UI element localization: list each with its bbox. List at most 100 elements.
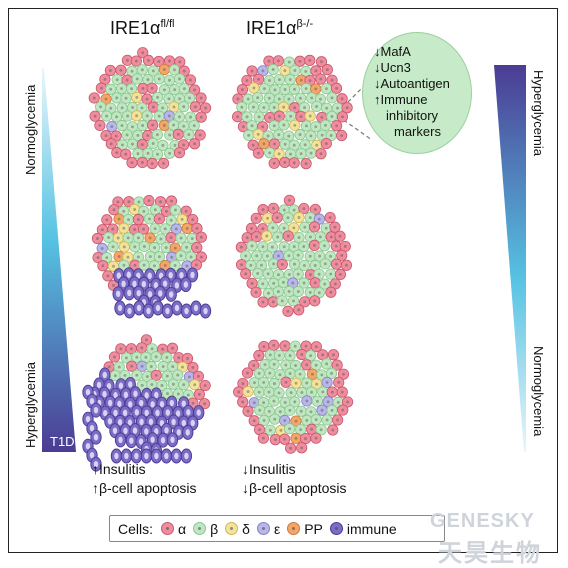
immune-cell-nucleus [147,272,152,279]
beta-cell-nucleus [256,96,260,100]
alpha-cell-nucleus [324,142,328,146]
beta-cell-nucleus [270,245,274,249]
beta-cell-nucleus [297,236,301,240]
immune-cell-nucleus [124,452,129,460]
beta-cell [263,405,275,418]
alpha-cell-nucleus [271,206,275,210]
beta-cell-nucleus [190,237,194,240]
beta-cell-nucleus [324,123,327,127]
immune-cell-nucleus [144,428,149,435]
immune-cell-nucleus [113,392,118,399]
beta-cell [105,83,117,95]
delta-cell-nucleus [297,216,301,219]
beta-cell-nucleus [136,152,140,156]
alpha-cell [157,157,170,169]
beta-cell-nucleus [287,60,291,64]
beta-cell [120,92,132,104]
alpha-cell [198,398,211,410]
beta-cell [141,110,153,122]
alpha-cell-nucleus [127,200,131,204]
delta-cell-nucleus [135,114,139,118]
alpha-cell-nucleus [119,68,123,72]
beta-cell-nucleus [182,124,186,128]
pp-cell-nucleus [117,254,121,258]
alpha-cell-nucleus [147,58,150,62]
beta-cell [157,139,169,151]
beta-cell-nucleus [164,246,168,250]
alpha-cell-nucleus [334,262,338,266]
beta-cell-nucleus [150,347,154,351]
alpha-cell [282,230,294,242]
beta-cell [273,387,285,399]
delta-cell-nucleus [293,123,297,127]
beta-cell-nucleus [177,115,181,119]
beta-cell [178,100,190,113]
alpha-cell-nucleus [93,114,97,118]
beta-cell [267,63,279,76]
beta-cell-nucleus [151,142,155,145]
pp-cell-nucleus [310,372,314,376]
immune-cell-nucleus [141,280,147,288]
immune-cell-nucleus [93,407,99,414]
legend-item-alpha: α [161,521,186,537]
delta-cell-nucleus [193,383,197,387]
beta-cell-nucleus [122,209,126,213]
alpha-cell-nucleus [150,162,154,165]
beta-cell-nucleus [308,254,312,258]
alpha-cell-nucleus [203,402,207,406]
delta-cell [242,385,254,398]
beta-cell-nucleus [299,409,303,413]
bubble-line-markers: markers [394,124,441,139]
alpha-cell-nucleus [276,59,280,63]
alpha-cell-nucleus [178,151,181,155]
beta-cell-nucleus [155,133,159,137]
beta-cell-nucleus [172,123,176,127]
alpha-cell-nucleus [186,356,189,360]
beta-cell-nucleus [319,428,323,432]
beta-cell-nucleus [309,151,313,155]
cell-legend: Cells: α β δ ε PP immune [109,515,445,542]
alpha-cell [315,73,327,85]
alpha-cell-nucleus [162,161,166,165]
epsilon-cell-nucleus [325,380,329,384]
beta-cell-nucleus [150,383,154,387]
alpha-cell-nucleus [313,281,317,285]
alpha-cell [333,376,345,388]
pp-cell [100,93,112,105]
beta-cell-nucleus [330,115,334,118]
epsilon-cell-nucleus [320,408,324,412]
alpha-cell-nucleus [332,353,335,357]
beta-cell [257,278,269,290]
alpha-cell [191,222,203,234]
alpha-cell-nucleus [305,363,309,367]
beta-cell [258,414,270,427]
beta-cell-nucleus [276,290,280,294]
immune-cell-nucleus [123,391,129,399]
beta-cell-nucleus [111,245,115,249]
alpha-cell-nucleus [261,208,265,212]
alpha-cell-nucleus [254,216,258,220]
legend-swatch-epsilon [256,522,270,535]
immune-cell-nucleus [85,416,91,423]
alpha-cell [195,251,207,263]
watermark-logo: GENESKY 天昊生物 [430,510,542,567]
alpha-cell [336,386,348,398]
alpha-cell [336,111,349,123]
beta-cell-nucleus [309,134,313,138]
alpha-cell-nucleus [145,97,149,101]
alpha-cell-nucleus [304,344,308,348]
alpha-cell-nucleus [342,372,345,376]
alpha-cell-nucleus [257,77,261,81]
delta-cell-nucleus [279,428,283,432]
alpha-cell-nucleus [272,161,276,165]
beta-cell-nucleus [262,401,266,405]
pp-cell-nucleus [299,78,303,82]
alpha-cell [88,92,100,104]
beta-cell-nucleus [252,381,256,385]
beta-cell-nucleus [262,87,266,91]
beta-cell-nucleus [142,244,146,248]
alpha-cell-nucleus [239,245,243,249]
beta-cell-nucleus [284,363,288,367]
alpha-cell [310,341,322,353]
alpha-cell-nucleus [335,86,338,90]
